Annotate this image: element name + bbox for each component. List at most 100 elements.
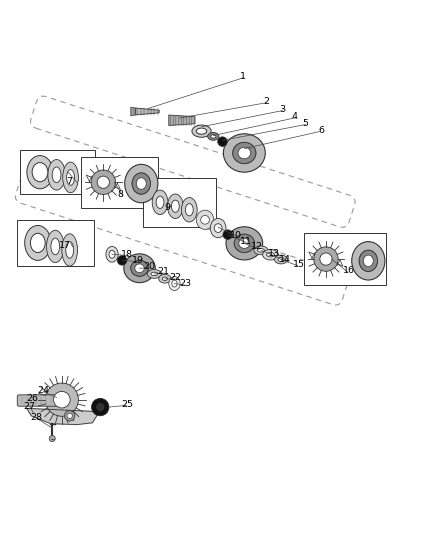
Text: 23: 23: [180, 279, 192, 288]
Text: 21: 21: [157, 267, 169, 276]
Circle shape: [314, 247, 338, 271]
Ellipse shape: [258, 248, 265, 252]
Ellipse shape: [210, 219, 226, 238]
Ellipse shape: [239, 238, 250, 248]
Circle shape: [45, 383, 78, 416]
Ellipse shape: [30, 233, 45, 253]
Ellipse shape: [62, 234, 78, 266]
Ellipse shape: [124, 254, 155, 282]
Ellipse shape: [132, 173, 150, 194]
Text: 27: 27: [23, 402, 35, 411]
Ellipse shape: [125, 164, 158, 203]
Ellipse shape: [156, 196, 164, 208]
Text: 14: 14: [279, 255, 291, 264]
FancyBboxPatch shape: [17, 220, 94, 265]
FancyBboxPatch shape: [20, 150, 95, 195]
Circle shape: [49, 435, 55, 441]
Ellipse shape: [27, 156, 53, 189]
Ellipse shape: [254, 246, 268, 255]
Text: 9: 9: [165, 203, 170, 212]
Polygon shape: [27, 408, 97, 425]
Circle shape: [53, 391, 70, 408]
Text: 10: 10: [230, 231, 242, 239]
Polygon shape: [169, 115, 195, 125]
Circle shape: [92, 398, 109, 416]
Ellipse shape: [192, 125, 211, 138]
Ellipse shape: [151, 272, 158, 276]
Ellipse shape: [359, 251, 378, 271]
Ellipse shape: [32, 163, 48, 182]
Text: 13: 13: [268, 249, 279, 258]
Polygon shape: [131, 107, 135, 116]
Text: 18: 18: [121, 250, 133, 259]
Ellipse shape: [171, 200, 179, 212]
Ellipse shape: [196, 128, 207, 134]
Ellipse shape: [136, 178, 146, 189]
Text: 5: 5: [303, 119, 308, 128]
Ellipse shape: [352, 241, 385, 280]
Text: 11: 11: [240, 237, 252, 246]
Ellipse shape: [211, 135, 216, 138]
Ellipse shape: [152, 190, 168, 215]
Ellipse shape: [131, 260, 148, 276]
Text: 25: 25: [121, 400, 133, 408]
Ellipse shape: [233, 142, 256, 164]
Ellipse shape: [48, 159, 65, 190]
Ellipse shape: [267, 253, 275, 257]
FancyBboxPatch shape: [81, 157, 158, 207]
Circle shape: [320, 253, 332, 265]
Text: 24: 24: [38, 386, 49, 395]
Ellipse shape: [196, 210, 214, 229]
Ellipse shape: [167, 194, 183, 219]
Ellipse shape: [263, 249, 279, 260]
Ellipse shape: [278, 257, 284, 262]
Text: 26: 26: [26, 394, 38, 403]
Text: 3: 3: [279, 105, 286, 114]
Ellipse shape: [148, 270, 161, 278]
Text: 20: 20: [143, 262, 155, 271]
Ellipse shape: [234, 234, 254, 253]
Circle shape: [96, 403, 105, 411]
Ellipse shape: [234, 234, 254, 253]
Ellipse shape: [275, 255, 288, 264]
Ellipse shape: [135, 264, 144, 272]
Ellipse shape: [51, 238, 60, 255]
Ellipse shape: [214, 224, 222, 232]
Ellipse shape: [364, 255, 373, 266]
Ellipse shape: [66, 241, 74, 258]
Ellipse shape: [159, 274, 171, 283]
Ellipse shape: [201, 215, 209, 224]
Text: 7: 7: [67, 177, 73, 186]
Text: 4: 4: [291, 112, 297, 121]
Ellipse shape: [67, 169, 74, 185]
Text: 12: 12: [251, 243, 263, 252]
Ellipse shape: [46, 230, 64, 263]
Text: 22: 22: [170, 273, 181, 282]
Circle shape: [67, 413, 72, 418]
Text: 15: 15: [293, 260, 305, 269]
Circle shape: [223, 230, 233, 239]
Ellipse shape: [109, 251, 115, 258]
Text: 16: 16: [343, 266, 355, 276]
Ellipse shape: [63, 162, 78, 193]
Ellipse shape: [208, 133, 219, 140]
Circle shape: [97, 176, 110, 188]
Polygon shape: [135, 108, 159, 115]
Ellipse shape: [172, 280, 177, 287]
Ellipse shape: [162, 277, 167, 280]
Ellipse shape: [185, 204, 193, 216]
Ellipse shape: [132, 173, 150, 194]
FancyBboxPatch shape: [144, 179, 215, 227]
Circle shape: [64, 410, 75, 421]
Text: 1: 1: [240, 72, 246, 81]
Text: 6: 6: [318, 126, 325, 135]
Ellipse shape: [238, 147, 251, 159]
FancyBboxPatch shape: [17, 395, 59, 406]
Text: 8: 8: [118, 190, 124, 199]
Ellipse shape: [181, 198, 197, 222]
Ellipse shape: [106, 246, 118, 262]
Text: 19: 19: [132, 256, 144, 265]
Ellipse shape: [25, 225, 51, 261]
Circle shape: [91, 170, 116, 195]
Text: 28: 28: [31, 413, 42, 422]
